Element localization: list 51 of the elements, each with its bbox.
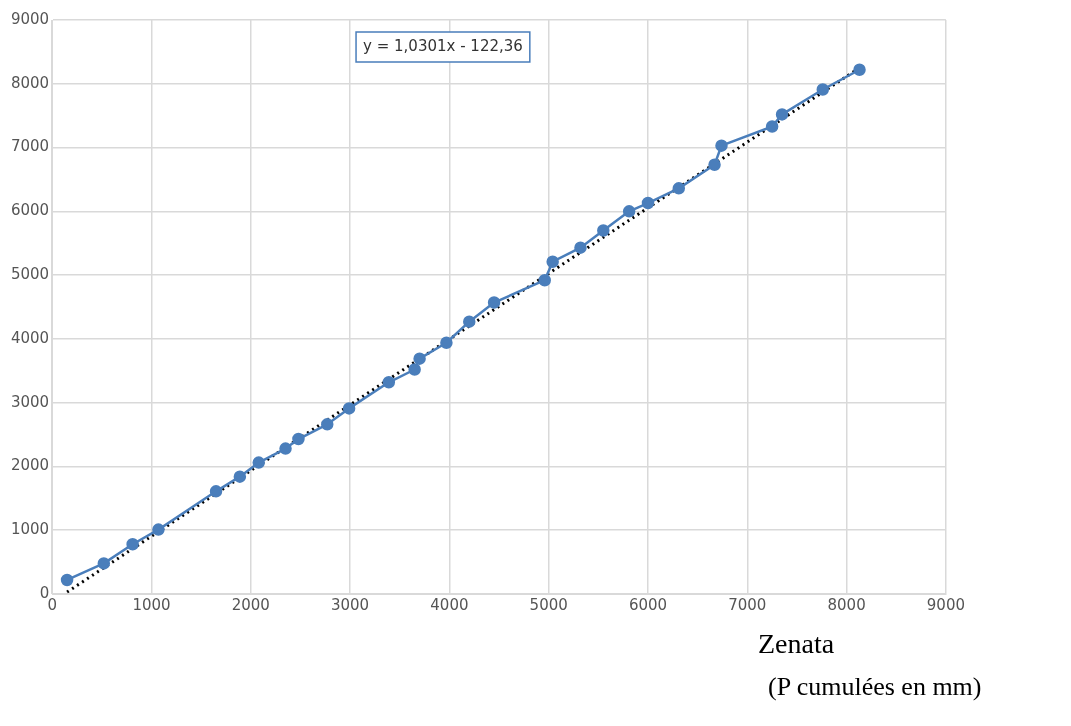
point: [382, 376, 396, 389]
point: [775, 108, 789, 121]
point: [408, 363, 421, 376]
point: [574, 241, 587, 254]
x-tick-label: 4000: [430, 595, 469, 614]
point: [597, 224, 610, 237]
x-tick-label: 6000: [628, 595, 668, 614]
point: [440, 336, 453, 349]
x-tick-label: 2000: [231, 595, 270, 614]
point: [292, 432, 305, 446]
point: [546, 255, 559, 268]
point: [126, 538, 139, 551]
y-tick-label: 7000: [10, 137, 50, 156]
point: [708, 158, 721, 172]
x-tick-label: 8000: [827, 595, 866, 614]
x-tick-label: 7000: [728, 595, 767, 614]
point: [97, 557, 111, 570]
y-tick-label: 2000: [10, 456, 50, 475]
point: [538, 273, 551, 287]
x-tick-label: 9000: [926, 595, 966, 614]
point: [152, 523, 165, 536]
point: [487, 296, 501, 309]
text: Zenata: [758, 628, 836, 660]
annotation: y = 1,0301x - 122,36: [363, 36, 523, 55]
y-tick-label: 6000: [10, 201, 50, 220]
y-tick-label: 1000: [10, 520, 50, 539]
point: [233, 470, 247, 483]
point: [60, 573, 74, 587]
x-tick-label: 3000: [330, 595, 370, 614]
point: [622, 205, 636, 218]
point: [413, 352, 426, 365]
point: [765, 120, 779, 133]
point: [252, 456, 265, 469]
x-tick-label: 1000: [132, 595, 171, 614]
point: [279, 442, 292, 455]
y-tick-label: 3000: [10, 392, 50, 411]
point: [672, 182, 686, 195]
x-axis-title: (P cumulées en mm): [768, 672, 983, 702]
y-tick-label: 8000: [10, 73, 50, 92]
y-tick-label: 4000: [10, 328, 50, 347]
point: [321, 418, 334, 431]
point: [641, 196, 655, 210]
point: [853, 63, 866, 76]
point: [715, 139, 728, 152]
y-tick-label: 5000: [10, 265, 50, 283]
y-tick-label: 9000: [10, 9, 50, 28]
point: [463, 315, 476, 328]
point: [816, 83, 830, 96]
point: [342, 402, 356, 415]
point: [209, 485, 223, 498]
x-tick-label: 5000: [529, 595, 568, 614]
